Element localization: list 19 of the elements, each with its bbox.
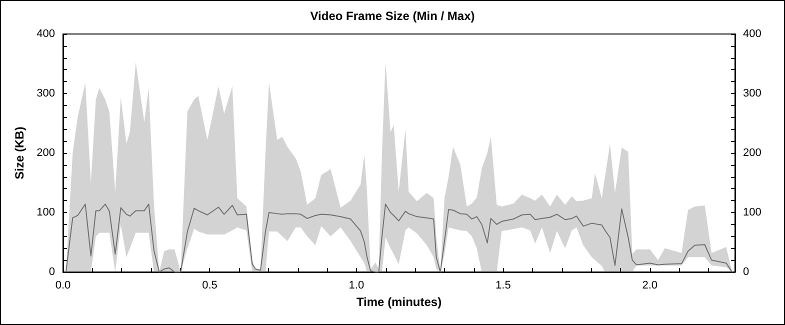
y2-tick-label: 100	[743, 206, 762, 218]
y2-tick-label: 300	[743, 88, 762, 100]
y2-tick-label: 400	[743, 28, 762, 40]
x-tick-label: 0.0	[55, 280, 71, 292]
y-tick-label: 100	[36, 206, 55, 218]
x-tick-label: 0.5	[202, 280, 218, 292]
x-tick-label: 1.5	[496, 280, 511, 292]
x-tick-label: 2.0	[642, 280, 658, 292]
x-axis-title: Time (minutes)	[356, 294, 442, 309]
x-tick-label: 1.0	[348, 280, 364, 292]
y-tick-label: 300	[36, 88, 55, 100]
chart-title: Video Frame Size (Min / Max)	[310, 9, 475, 23]
y-tick-label: 200	[36, 147, 55, 159]
line-series	[65, 204, 733, 272]
y2-tick-label: 200	[743, 147, 762, 159]
y2-tick-label: 0	[743, 266, 750, 278]
y-tick-label: 400	[36, 28, 55, 40]
y-tick-label: 0	[48, 266, 55, 278]
y-axis-title: Size (KB)	[12, 126, 27, 180]
